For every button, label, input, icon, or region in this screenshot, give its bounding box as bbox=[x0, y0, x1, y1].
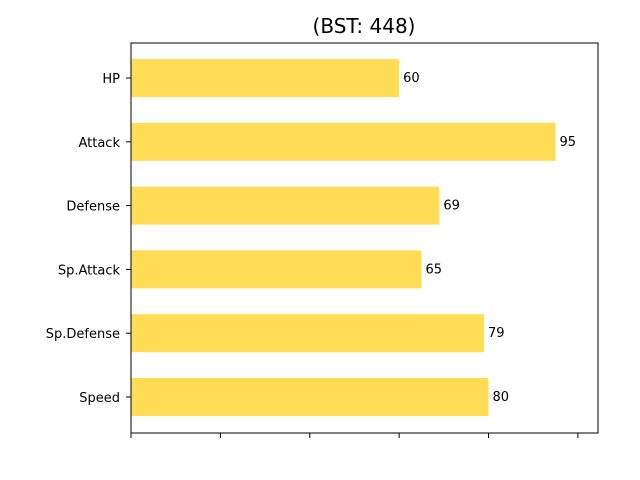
y-tick-label-sp-defense: Sp.Defense bbox=[46, 327, 120, 342]
y-tick-labels: HP Attack Defense Sp.Attack Sp.Defense Speed bbox=[46, 72, 121, 406]
y-tick-marks bbox=[126, 77, 131, 398]
bar-attack bbox=[131, 122, 556, 161]
y-tick-label-attack: Attack bbox=[78, 136, 120, 151]
bar-defense bbox=[131, 186, 440, 225]
y-tick-label-speed: Speed bbox=[79, 391, 120, 406]
bar-hp bbox=[131, 59, 400, 97]
bar-sp-attack bbox=[131, 250, 422, 289]
bars-group bbox=[131, 59, 556, 416]
y-tick-label-hp: HP bbox=[102, 72, 120, 87]
bar-sp-defense bbox=[131, 314, 485, 353]
data-labels: 60 95 69 65 79 80 bbox=[403, 71, 576, 405]
data-label-hp: 60 bbox=[403, 71, 420, 86]
plot-frame bbox=[130, 42, 599, 434]
data-label-speed: 80 bbox=[493, 390, 510, 405]
y-tick-label-defense: Defense bbox=[66, 200, 120, 215]
x-tick-marks bbox=[130, 433, 579, 438]
data-label-sp-defense: 79 bbox=[488, 326, 505, 341]
data-label-defense: 69 bbox=[443, 199, 460, 214]
bar-speed bbox=[131, 378, 489, 416]
data-label-sp-attack: 65 bbox=[425, 262, 442, 277]
data-label-attack: 95 bbox=[560, 135, 577, 150]
chart-title: (BST: 448) bbox=[313, 14, 416, 38]
y-tick-label-sp-attack: Sp.Attack bbox=[58, 263, 121, 278]
